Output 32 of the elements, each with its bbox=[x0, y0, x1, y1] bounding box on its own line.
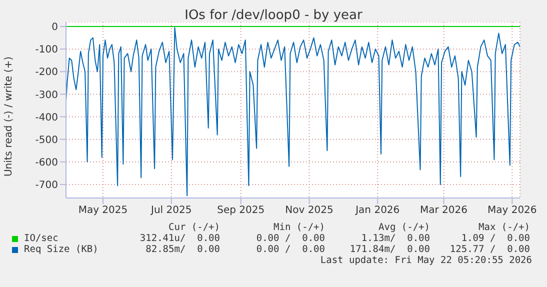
text: Max (-/+) bbox=[478, 222, 530, 233]
text: Min (-/+) bbox=[272, 222, 325, 233]
text: Avg (-/+) bbox=[378, 222, 430, 233]
chart-title: IOs for /dev/loop0 - by year bbox=[184, 8, 364, 23]
x-tick-label: May 2025 bbox=[78, 205, 128, 216]
x-tick-label: Jul 2025 bbox=[150, 205, 192, 216]
y-tick-label: -500 bbox=[35, 134, 58, 146]
x-tick-label: Jan 2026 bbox=[354, 205, 400, 216]
x-tick-label: Sep 2025 bbox=[217, 205, 265, 216]
text: 82.85m/ 0.00 bbox=[144, 244, 220, 255]
legend-label: Req Size (KB) bbox=[23, 244, 100, 255]
text: 1.13m/ 0.00 bbox=[360, 233, 430, 244]
legend-label: IO/sec bbox=[23, 233, 60, 244]
y-tick-label: -400 bbox=[35, 112, 58, 124]
text: 1.09 / 0.00 bbox=[460, 233, 530, 244]
y-tick-label: -700 bbox=[35, 180, 58, 192]
text: 0.00 / 0.00 bbox=[255, 244, 325, 255]
y-tick-label: -300 bbox=[35, 90, 58, 101]
x-tick-label: Nov 2025 bbox=[285, 205, 334, 216]
text: 312.41u/ 0.00 bbox=[138, 233, 220, 244]
text: 125.77 / 0.00 bbox=[448, 244, 530, 255]
text: Cur (-/+) bbox=[168, 222, 220, 233]
y-tick-label: -600 bbox=[35, 157, 58, 168]
text: 171.84m/ 0.00 bbox=[348, 244, 430, 255]
text: 0.00 / 0.00 bbox=[255, 233, 325, 244]
x-tick-label: Mar 2026 bbox=[420, 205, 468, 216]
y-axis-title: Units read (-) / write (+) bbox=[4, 56, 14, 176]
text: Last update: Fri May 22 05:20:55 2026 bbox=[319, 255, 532, 266]
x-tick-label: May 2026 bbox=[487, 205, 537, 216]
y-tick-label: 0 bbox=[52, 22, 58, 34]
y-tick-label: -100 bbox=[35, 44, 58, 56]
y-tick-label: -200 bbox=[35, 67, 58, 78]
